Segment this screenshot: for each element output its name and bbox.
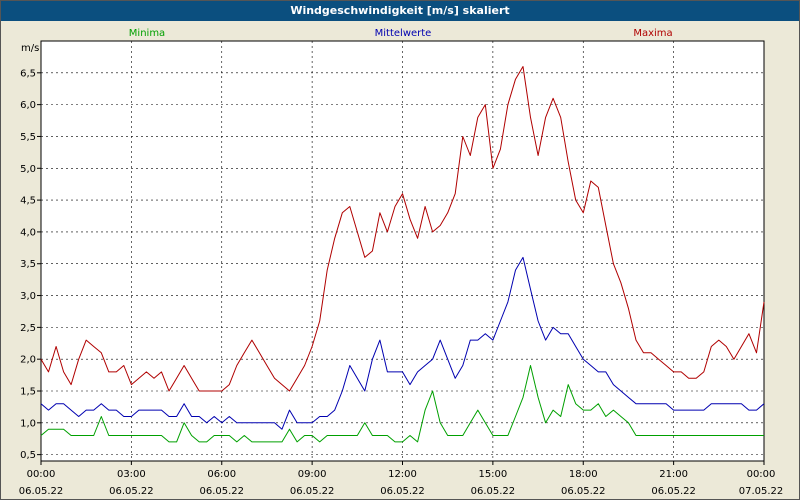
legend-maxima: Maxima <box>633 28 672 39</box>
y-tick-label: 6,0 <box>20 100 36 111</box>
x-tick-date: 06.05.22 <box>290 486 335 497</box>
y-tick-label: 4,5 <box>20 196 36 207</box>
series-line-minima <box>40 365 764 443</box>
x-tick-time: 00:00 <box>747 469 776 480</box>
y-axis-label: m/s <box>21 43 39 54</box>
series-line-mittelwerte <box>40 256 765 430</box>
y-tick-label: 3,5 <box>20 259 36 270</box>
x-tick-date: 07.05.22 <box>739 486 784 497</box>
x-tick-time: 03:00 <box>117 469 146 480</box>
x-tick-date: 06.05.22 <box>380 486 425 497</box>
y-tick-label: 2,5 <box>20 323 36 334</box>
x-tick-time: 18:00 <box>569 469 598 480</box>
y-tick-label: 5,5 <box>20 132 36 143</box>
x-tick-date: 06.05.22 <box>561 486 606 497</box>
x-tick-date: 06.05.22 <box>199 486 244 497</box>
x-tick-time: 12:00 <box>388 469 417 480</box>
y-tick-label: 1,0 <box>20 418 36 429</box>
axis-ticks: 0,5 1,0 1,5 2,0 2,5 3,0 3,5 4,0 4,5 5,0 5,5 6,0 6,5 0… <box>19 68 784 497</box>
y-tick-label: 3,0 <box>20 291 36 302</box>
y-tick-label: 5,0 <box>20 164 36 175</box>
y-tick-label: 1,5 <box>20 387 36 398</box>
legend-mittelwerte: Mittelwerte <box>375 28 432 39</box>
x-tick-time: 00:00 <box>27 469 56 480</box>
x-tick-date: 06.05.22 <box>19 486 64 497</box>
y-tick-label: 4,0 <box>20 227 36 238</box>
grid <box>41 41 764 461</box>
series-line-maxima <box>40 66 765 392</box>
x-tick-date: 06.05.22 <box>651 486 696 497</box>
series-lines <box>40 66 765 443</box>
chart-title: Windgeschwindigkeit [m/s] skaliert <box>1 1 799 21</box>
y-tick-label: 2,0 <box>20 355 36 366</box>
x-tick-time: 06:00 <box>207 469 236 480</box>
y-tick-label: 6,5 <box>20 68 36 79</box>
wind-speed-chart: 0,5 1,0 1,5 2,0 2,5 3,0 3,5 4,0 4,5 5,0 5,5 6,0 6,5 0… <box>19 28 784 497</box>
x-tick-date: 06.05.22 <box>109 486 154 497</box>
x-tick-date: 06.05.22 <box>471 486 516 497</box>
x-tick-time: 15:00 <box>478 469 507 480</box>
x-tick-time: 21:00 <box>659 469 688 480</box>
y-tick-label: 0,5 <box>20 450 36 461</box>
x-tick-time: 09:00 <box>298 469 327 480</box>
legend-minima: Minima <box>129 28 165 39</box>
